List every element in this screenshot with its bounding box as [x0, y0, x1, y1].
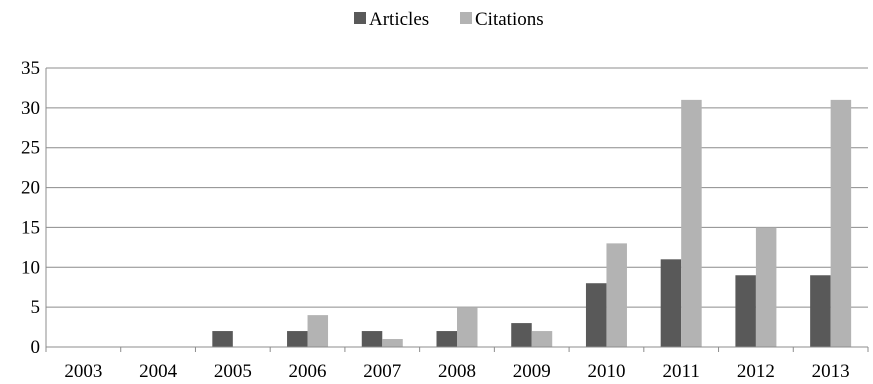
y-tick-label: 5 [31, 297, 41, 318]
bar-articles-2010 [585, 283, 607, 347]
bar-citations-2010 [606, 243, 627, 347]
y-tick-label: 35 [21, 58, 40, 79]
x-tick-label: 2010 [587, 361, 625, 382]
bar-citations-2009 [531, 331, 553, 347]
x-tick-label: 2013 [812, 361, 850, 382]
x-tick-label: 2012 [737, 361, 775, 382]
bar-articles-2005 [212, 331, 233, 347]
bar-citations-2011 [681, 99, 702, 347]
y-tick-label: 30 [21, 98, 40, 119]
bar-citations-2006 [307, 315, 329, 347]
x-tick-label: 2003 [64, 361, 102, 382]
bar-citations-2012 [755, 227, 777, 347]
legend-swatch-citations [460, 12, 472, 24]
x-tick-label: 2008 [438, 361, 476, 382]
legend-swatch-articles [354, 12, 366, 24]
x-axis-ticks: 2003 2004 2005 2006 2007 2008 2009 2010 2011 2012… [45, 347, 869, 382]
bar-articles-2011 [660, 259, 682, 347]
y-tick-label: 25 [21, 138, 40, 159]
bar-citations-2013 [830, 99, 852, 347]
bar-citations-2008 [457, 307, 478, 347]
axes [45, 68, 868, 348]
y-tick-label: 10 [21, 257, 40, 278]
legend: Articles Citations [354, 9, 544, 30]
x-tick-label: 2011 [663, 361, 700, 382]
y-axis-ticks: 0 5 10 15 20 25 30 35 [21, 58, 40, 358]
bar-articles-2013 [810, 275, 831, 347]
bar-citations-2007 [382, 339, 403, 347]
x-tick-label: 2006 [289, 361, 327, 382]
y-tick-label: 20 [21, 178, 40, 199]
gridlines [46, 67, 868, 308]
bar-articles-2006 [287, 331, 308, 347]
legend-label-articles: Articles [369, 9, 429, 30]
x-tick-label: 2005 [214, 361, 252, 382]
y-tick-label: 15 [21, 217, 40, 238]
bar-articles-2012 [735, 275, 756, 347]
bar-articles-2007 [361, 331, 383, 347]
y-tick-label: 0 [31, 337, 41, 358]
x-tick-label: 2007 [363, 361, 401, 382]
bars [212, 99, 852, 347]
x-tick-label: 2009 [513, 361, 551, 382]
bar-articles-2009 [511, 323, 532, 347]
bar-articles-2008 [436, 331, 457, 347]
x-tick-label: 2004 [139, 361, 178, 382]
legend-label-citations: Citations [475, 9, 544, 30]
